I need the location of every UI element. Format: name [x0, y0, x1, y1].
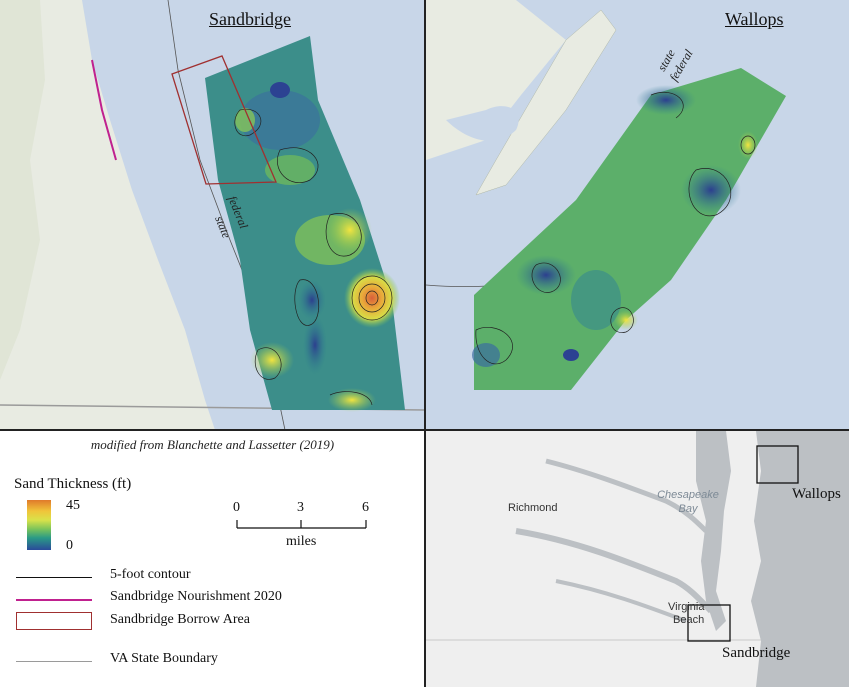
river — [515, 528, 714, 614]
sandbridge-title: Sandbridge — [209, 9, 291, 29]
state-boundary-legend-label: VA State Boundary — [110, 651, 218, 666]
vertical-divider — [424, 0, 426, 687]
horizontal-divider — [0, 429, 849, 431]
land-area — [0, 0, 215, 430]
land-shade — [0, 0, 45, 380]
ramp-max-label: 45 — [66, 498, 80, 513]
borrow-area-legend-label: Sandbridge Borrow Area — [110, 612, 250, 627]
nourishment-legend-label: Sandbridge Nourishment 2020 — [110, 589, 282, 604]
sand-thickness-surface — [205, 36, 405, 412]
richmond-label: Richmond — [508, 502, 558, 514]
scale-tick-6: 6 — [362, 500, 369, 515]
wallops-locator-label: Wallops — [792, 486, 841, 502]
sand-thickness-surface — [472, 68, 786, 390]
ramp-min-label: 0 — [66, 538, 73, 553]
sandbridge-locator-label: Sandbridge — [722, 645, 791, 661]
scale-tick-0: 0 — [233, 500, 240, 515]
bay-label: Bay — [678, 503, 698, 515]
wallops-extent-box — [756, 445, 799, 484]
sandbridge-extent-box — [687, 604, 731, 642]
barrier-island — [475, 9, 617, 196]
wallops-title: Wallops — [725, 9, 784, 29]
wallops-map-panel: state federal Wallops — [426, 0, 849, 430]
nourishment-2020-line — [91, 59, 117, 161]
bay-inlet — [446, 106, 519, 141]
locator-map-panel: Richmond Chesapeake Bay Virginia Beach W… — [426, 431, 849, 687]
chesapeake-bay-water — [696, 431, 731, 631]
river — [555, 579, 687, 623]
contour-legend-label: 5-foot contour — [110, 567, 191, 582]
citation: modified from Blanchette and Lassetter (… — [90, 437, 335, 452]
beach-label: Beach — [673, 614, 705, 626]
sand-thickness-legend-title: Sand Thickness (ft) — [14, 476, 132, 492]
contour-legend-swatch — [16, 577, 92, 578]
scale-tick-3: 3 — [297, 500, 304, 515]
sandbridge-map-panel: state federal Sandbridge — [0, 0, 425, 430]
chesapeake-label: Chesapeake — [657, 489, 719, 501]
scale-unit-label: miles — [286, 534, 317, 549]
borrow-area-legend-swatch — [16, 612, 92, 630]
atlantic-ocean — [751, 431, 849, 687]
sand-thickness-color-ramp — [27, 500, 51, 550]
state-boundary-legend-swatch — [16, 661, 92, 662]
nourishment-legend-swatch — [16, 599, 92, 601]
sandbridge-borrow-area — [171, 55, 277, 185]
wallops-map: state federal — [426, 0, 849, 430]
locator-map — [426, 431, 849, 687]
river — [545, 458, 708, 533]
scale-bar — [236, 520, 367, 529]
sandbridge-map: state federal — [0, 0, 425, 430]
virginia-label: Virginia — [668, 601, 705, 613]
